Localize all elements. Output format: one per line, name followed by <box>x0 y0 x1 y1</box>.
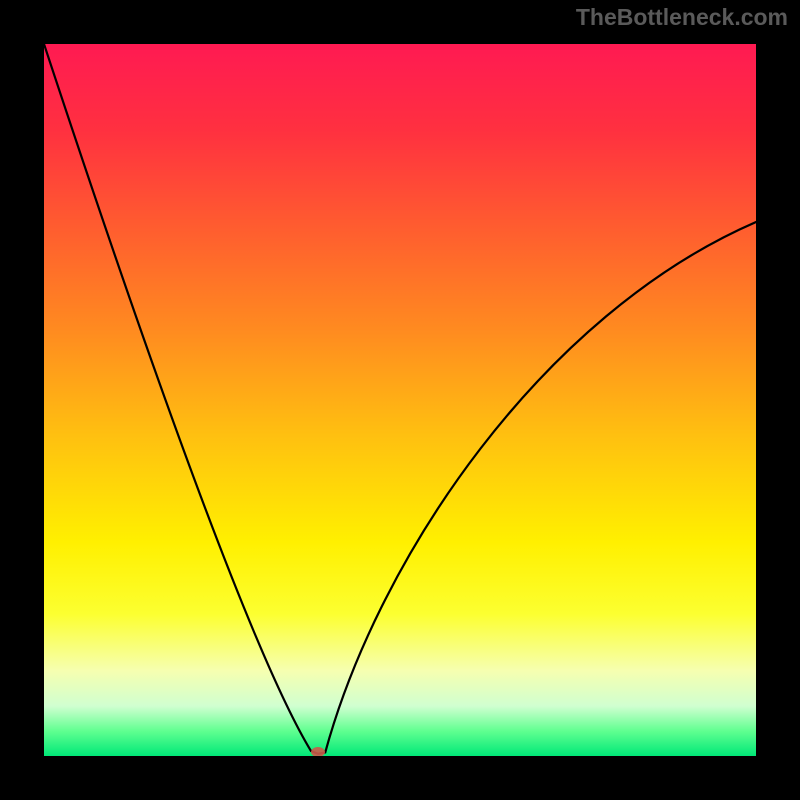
min-marker-icon <box>311 747 325 756</box>
watermark-text: TheBottleneck.com <box>576 4 788 31</box>
plot-area <box>44 44 756 756</box>
bottleneck-curve <box>44 44 756 756</box>
chart-stage: TheBottleneck.com <box>0 0 800 800</box>
